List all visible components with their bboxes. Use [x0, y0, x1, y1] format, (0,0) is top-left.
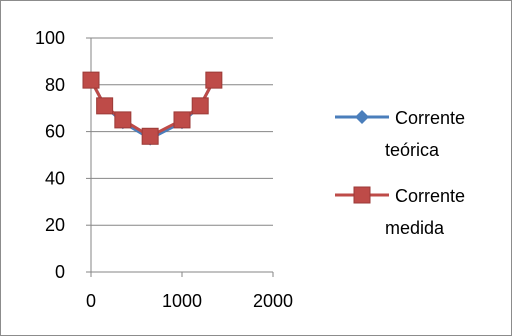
data-point-marker [82, 71, 100, 89]
y-tick-label: 40 [45, 168, 65, 188]
data-point-marker [141, 127, 159, 145]
y-tick-label: 80 [45, 75, 65, 95]
legend-marker [355, 110, 369, 124]
legend: Corrente teórica Corrente medida [335, 108, 465, 238]
data-point-marker [173, 111, 191, 129]
y-tick-label: 100 [35, 28, 65, 48]
y-tick-label: 20 [45, 215, 65, 235]
data-point-marker [205, 71, 223, 89]
y-tick-label: 60 [45, 122, 65, 142]
data-point-marker [114, 111, 132, 129]
legend-marker [353, 186, 371, 204]
y-tick-label: 0 [55, 262, 65, 282]
gridlines [91, 37, 273, 226]
series-plot-area [82, 71, 223, 146]
legend-label: Corrente [395, 186, 465, 206]
x-tick-label: 0 [86, 291, 96, 311]
legend-item-1: Corrente medida [335, 186, 465, 238]
x-tick-label: 1000 [162, 291, 202, 311]
data-point-marker [96, 97, 114, 115]
legend-label: teórica [385, 140, 440, 160]
legend-item-0: Corrente teórica [335, 108, 465, 160]
y-tick-labels: 0 20 40 60 80 100 [35, 28, 65, 282]
axes [86, 37, 274, 277]
x-tick-label: 2000 [253, 291, 293, 311]
legend-label: medida [385, 218, 445, 238]
legend-label: Corrente [395, 108, 465, 128]
series-1 [82, 71, 223, 145]
x-tick-labels: 0 1000 2000 [86, 291, 293, 311]
data-point-marker [191, 97, 209, 115]
